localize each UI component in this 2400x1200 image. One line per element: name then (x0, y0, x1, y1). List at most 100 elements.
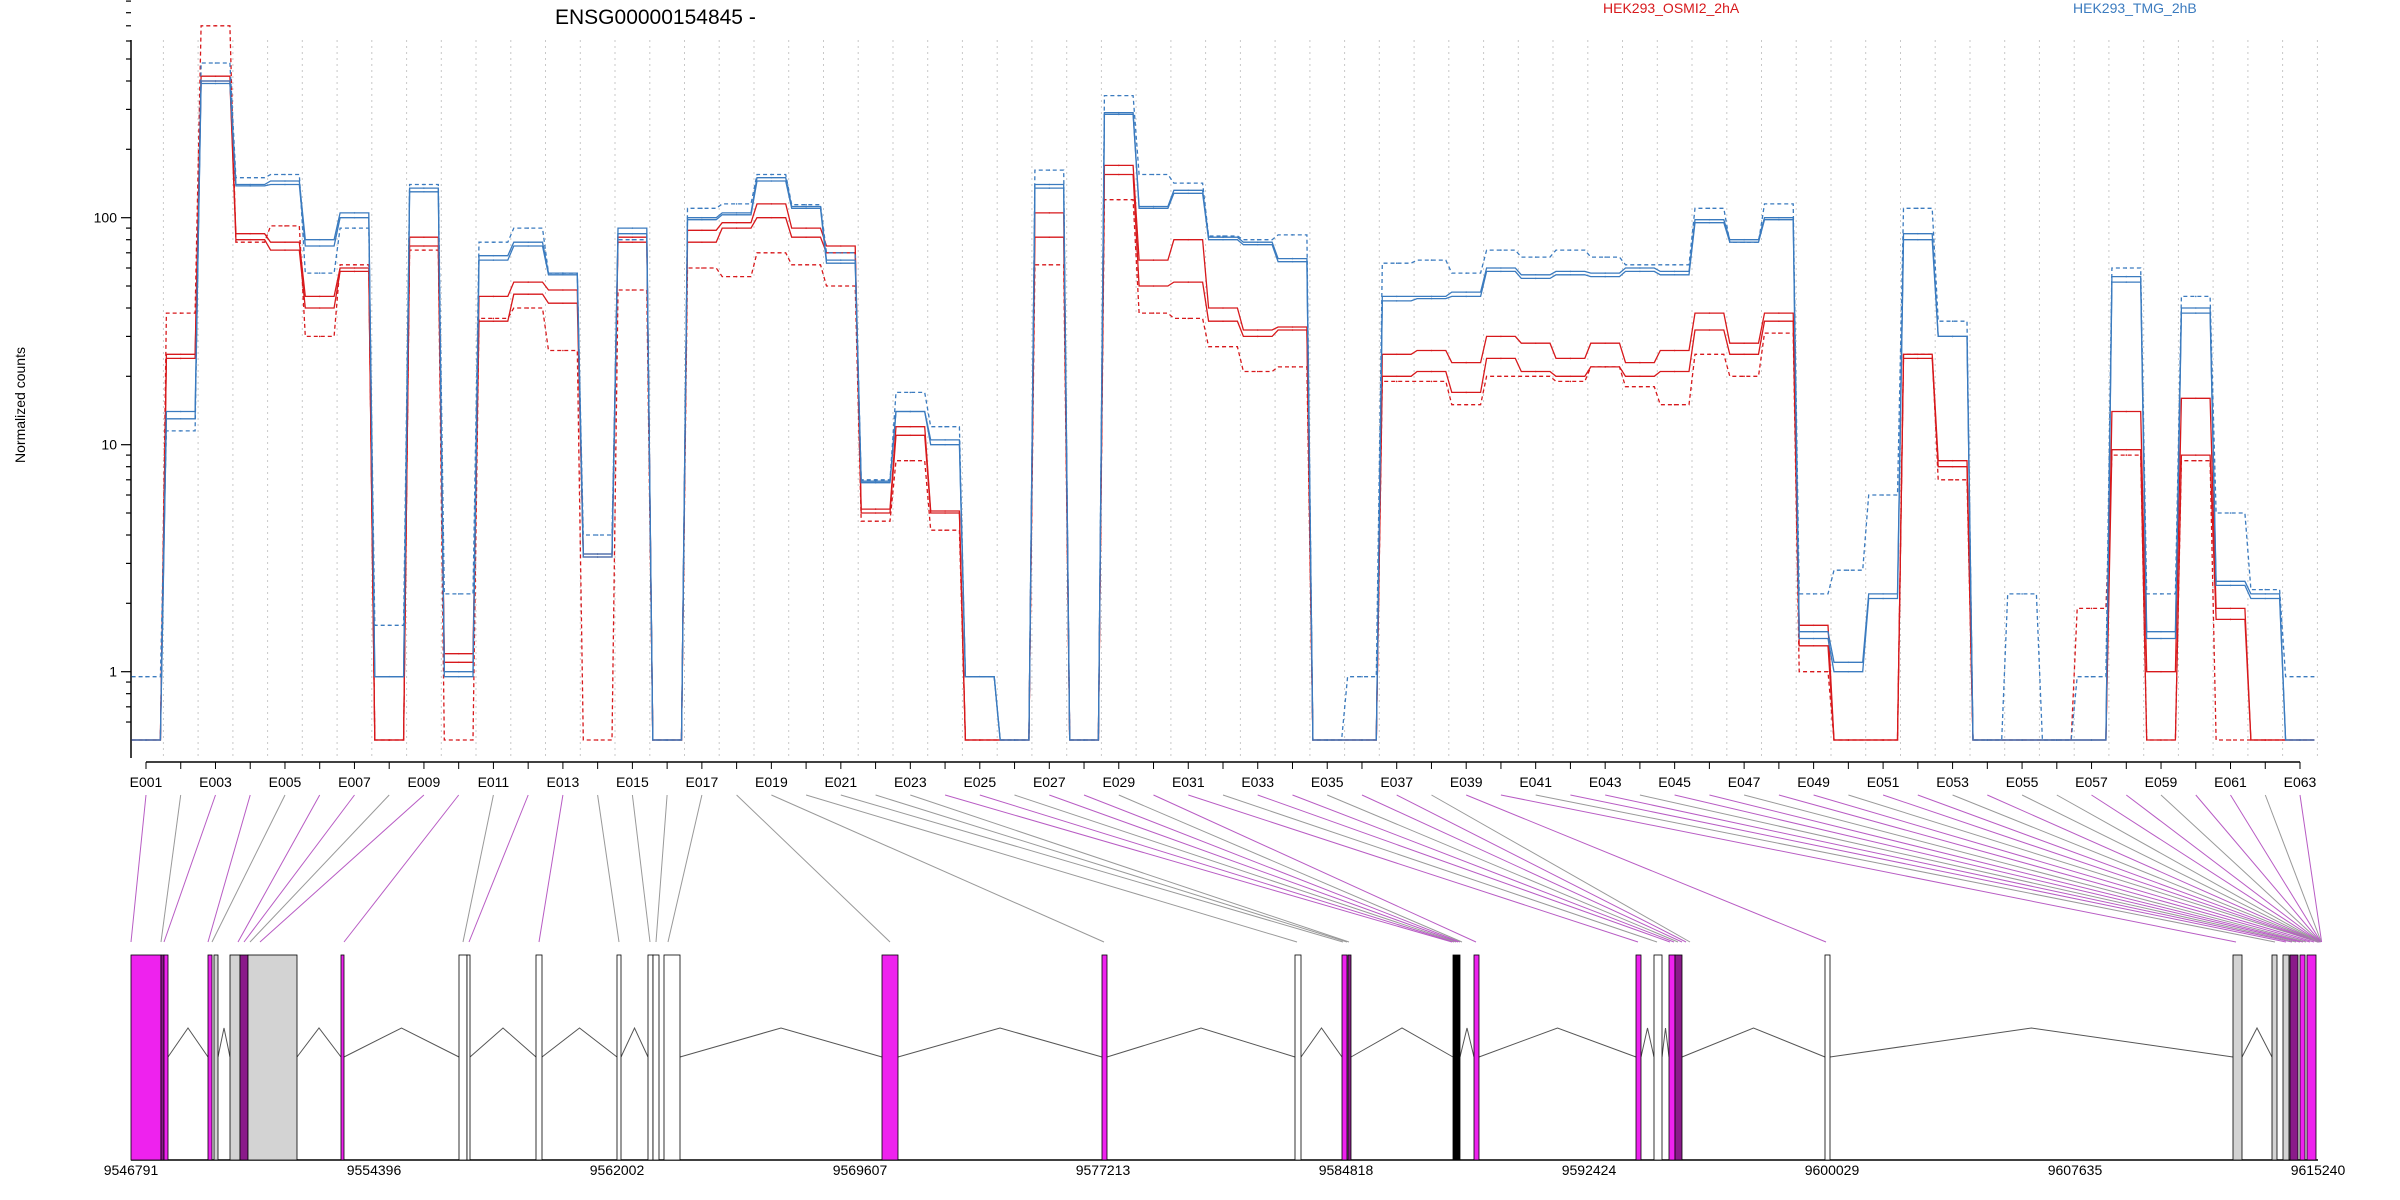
data-point (2264, 588, 2267, 591)
data-point (2160, 630, 2162, 633)
data-point (1604, 256, 1606, 258)
data-point (1500, 375, 1502, 378)
data-point (1882, 593, 1884, 595)
genome-coordinate-label: 9554396 (347, 1162, 402, 1178)
data-point (1465, 295, 1467, 298)
data-point (1118, 94, 1120, 97)
data-point (770, 252, 773, 254)
exon-block (535, 954, 543, 1161)
exon-connector (2021, 794, 2320, 943)
exon-connector (462, 794, 494, 943)
data-point (1604, 275, 1606, 278)
exon-connector (2195, 794, 2322, 943)
exon-connector (1674, 794, 2301, 943)
x-tick-label: E049 (1797, 774, 1830, 790)
data-point (701, 218, 703, 221)
exon-connector (1535, 794, 2276, 943)
data-point (979, 739, 981, 741)
exon-block (458, 954, 468, 1161)
data-point (457, 739, 460, 741)
data-point (318, 307, 321, 309)
data-point (2125, 275, 2128, 278)
data-point (318, 272, 321, 274)
data-point (1500, 249, 1502, 251)
data-point (1256, 243, 1259, 246)
exon-connector (468, 794, 529, 943)
data-point (1256, 329, 1259, 331)
data-point (457, 675, 460, 678)
exon-connector (979, 794, 1455, 943)
data-point (840, 259, 842, 261)
data-point (1951, 479, 1954, 481)
data-point (562, 274, 564, 276)
data-point (2125, 410, 2128, 413)
exon-block (1674, 954, 1683, 1161)
data-point (353, 264, 356, 266)
data-point (2195, 397, 2197, 400)
data-point (1465, 391, 1467, 394)
data-point (1187, 189, 1190, 192)
data-point (1639, 375, 1641, 378)
data-point (1291, 326, 1294, 328)
data-point (944, 510, 946, 512)
gene-model: 9546791 9554396 9562002 9569607 9577213 95848… (104, 954, 2346, 1178)
data-point (631, 241, 634, 243)
intron-line (167, 1027, 209, 1058)
exon-connector (1153, 794, 1477, 943)
data-point (735, 221, 738, 224)
exon-connector (1917, 794, 2319, 943)
data-point (353, 216, 356, 219)
exon-connector (667, 794, 703, 943)
data-point (2125, 281, 2128, 283)
data-point (1604, 366, 1606, 368)
data-point (1708, 221, 1711, 224)
data-point (1152, 259, 1155, 261)
data-point (527, 293, 529, 296)
exon-connector (1083, 794, 1461, 943)
exon-connector (1778, 794, 2311, 943)
exon-block (163, 954, 169, 1161)
exon-block (1101, 954, 1108, 1161)
series-line-tmg-5 (131, 62, 2315, 741)
exon-connector (207, 794, 251, 943)
genome-coordinate-label: 9615240 (2291, 1162, 2346, 1178)
y-tick-label: 100 (94, 210, 118, 226)
genome-coordinate-label: 9546791 (104, 1162, 159, 1178)
x-tick-label: E043 (1589, 774, 1622, 790)
data-point (214, 80, 217, 82)
data-point (249, 241, 251, 243)
data-point (1743, 342, 1745, 345)
exon-connector (1222, 794, 1658, 943)
data-point (2229, 580, 2232, 583)
x-tick-label: E059 (2145, 774, 2178, 790)
data-point (1256, 370, 1259, 373)
data-point (1569, 270, 1572, 273)
exon-connector (1882, 794, 2319, 943)
exon-connector (1709, 794, 2304, 943)
data-point (1639, 361, 1641, 364)
data-point (1778, 216, 1780, 219)
x-tick-label: E025 (963, 774, 996, 790)
intron-line (1829, 1027, 2234, 1058)
intron-line (217, 1027, 231, 1058)
exon-connector (840, 794, 1344, 943)
data-point (1361, 739, 1363, 741)
genome-coordinate-label: 9584818 (1319, 1162, 1374, 1178)
data-point (179, 410, 182, 413)
data-point (1256, 335, 1259, 338)
data-point (631, 232, 634, 235)
data-point (735, 203, 738, 205)
data-point (2160, 739, 2162, 741)
data-point (2125, 454, 2128, 456)
exon-connector (1848, 794, 2319, 943)
exon-block (2232, 954, 2243, 1161)
data-point (631, 289, 634, 291)
data-point (284, 241, 286, 243)
exon-connector (1292, 794, 1675, 943)
data-point (735, 214, 738, 216)
data-point (179, 353, 182, 356)
data-point (423, 183, 425, 186)
data-point (979, 675, 981, 678)
data-point (596, 739, 599, 741)
data-point (1187, 192, 1190, 195)
